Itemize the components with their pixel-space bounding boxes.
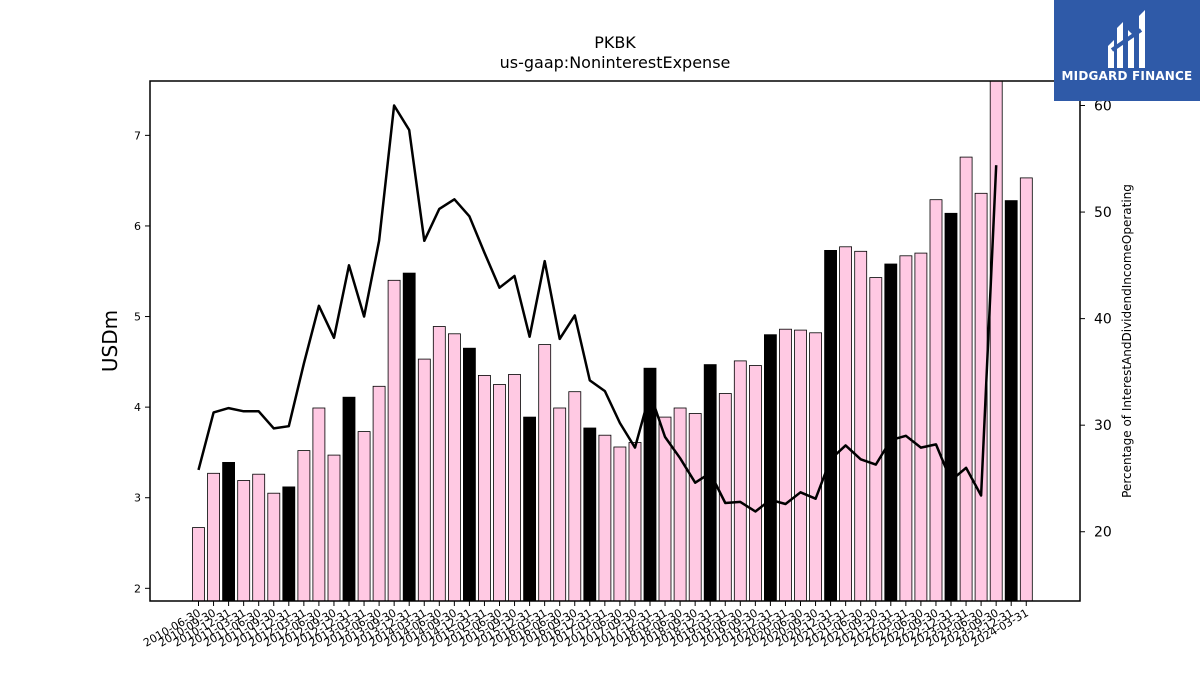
bar-2021-09-30 (869, 277, 883, 602)
logo-mark-icon (1108, 10, 1145, 68)
y-tick-label: 7 (134, 129, 141, 142)
bar-2011-12-31 (282, 486, 296, 602)
bar-2020-09-30 (809, 332, 822, 602)
bar-2016-09-30 (568, 391, 582, 602)
y-tick-label: 4 (134, 401, 141, 414)
y-tick-label: 2 (134, 582, 141, 595)
bar-2018-09-30 (688, 413, 702, 602)
y2-tick-label: 30 (1094, 418, 1112, 434)
y2-tick-label: 50 (1094, 205, 1112, 221)
y2-axis-label: Percentage of InterestAndDividendIncomeO… (1120, 184, 1134, 498)
y-axis-label: USDm (98, 310, 122, 372)
bar-2024-03-31 (1019, 177, 1033, 602)
bar-2021-06-30 (854, 250, 868, 602)
chart-title: PKBK (594, 33, 636, 52)
bar-2015-12-31 (523, 416, 536, 602)
bar-2011-06-30 (252, 473, 266, 602)
bar-2017-03-31 (598, 434, 612, 602)
bar-2014-09-30 (447, 333, 461, 602)
y2-tick-label: 20 (1094, 525, 1112, 541)
bar-2012-06-30 (312, 407, 326, 602)
bar-2020-06-30 (794, 329, 807, 602)
line-layer (197, 104, 998, 513)
y-tick-label: 6 (134, 220, 141, 233)
bar-2023-09-30 (989, 80, 1003, 602)
bar-2018-06-30 (673, 407, 687, 602)
bar-2011-09-30 (267, 492, 281, 602)
bar-2010-09-30 (207, 472, 221, 602)
bar-2013-12-31 (402, 272, 416, 602)
bar-2022-12-31 (944, 212, 958, 602)
bar-2022-03-31 (899, 255, 913, 602)
bar-2013-06-30 (372, 385, 386, 602)
bar-2013-03-31 (357, 431, 371, 602)
bar-2013-09-30 (387, 279, 401, 602)
bar-2014-12-31 (462, 347, 476, 602)
bar-2019-09-30 (749, 365, 762, 602)
bar-2012-09-30 (327, 454, 341, 602)
bar-2014-06-30 (432, 326, 446, 602)
bar-2023-03-31 (959, 156, 973, 602)
bar-2017-09-30 (628, 442, 642, 602)
bar-2015-06-30 (493, 384, 506, 602)
y-axis-left: 2 3 4 5 6 7 (134, 129, 150, 595)
y2-tick-label: 40 (1094, 312, 1112, 328)
brand-logo: MIDGARD FINANCE (1054, 0, 1200, 101)
bar-2010-12-31 (222, 461, 236, 602)
bar-2012-12-31 (342, 396, 356, 602)
bar-2020-12-31 (824, 249, 837, 602)
bar-2021-03-31 (839, 246, 852, 602)
bar-2015-09-30 (508, 374, 521, 602)
percentage-line-0 (197, 104, 998, 513)
bar-2014-03-31 (417, 358, 431, 602)
bar-2016-03-31 (538, 344, 552, 602)
chart-subtitle: us-gaap:NoninterestExpense (500, 53, 731, 72)
bar-2010-06-30 (192, 527, 205, 602)
bar-2021-12-31 (884, 263, 898, 602)
bar-2023-12-31 (1004, 200, 1018, 602)
bar-2017-06-30 (613, 446, 627, 602)
bar-2015-03-31 (477, 374, 491, 602)
bars-layer (192, 80, 1033, 602)
bar-2016-06-30 (553, 407, 567, 602)
x-axis: 2010-06-302010-09-302010-12-312011-03-31… (141, 601, 1031, 650)
y2-tick-label: 60 (1094, 99, 1112, 115)
bar-2012-03-31 (297, 450, 311, 602)
y-axis-right: 20 30 40 50 60 (1080, 99, 1112, 541)
bar-2019-12-31 (764, 334, 777, 602)
bar-2019-06-30 (733, 360, 747, 602)
bar-2020-03-31 (779, 328, 792, 602)
y-tick-label: 5 (134, 311, 141, 324)
logo-text: MIDGARD FINANCE (1061, 69, 1193, 83)
bar-2022-06-30 (914, 252, 928, 602)
bar-2022-09-30 (929, 199, 943, 602)
plot-frame (149, 80, 1081, 602)
bar-2011-03-31 (237, 480, 251, 602)
bar-2016-12-31 (583, 427, 597, 602)
y-tick-label: 3 (134, 492, 141, 505)
